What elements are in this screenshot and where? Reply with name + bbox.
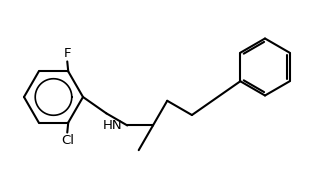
Text: HN: HN [103, 119, 122, 132]
Text: F: F [63, 47, 71, 60]
Text: Cl: Cl [61, 134, 74, 147]
